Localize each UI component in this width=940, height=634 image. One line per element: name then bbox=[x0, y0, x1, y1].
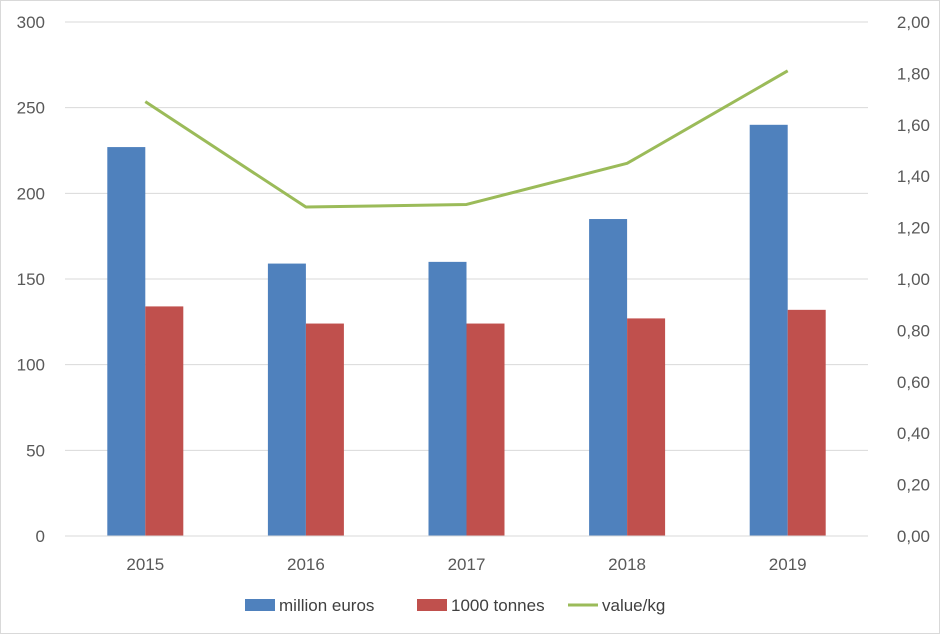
bar-1000-tonnes-2019 bbox=[787, 309, 826, 536]
bar-1000-tonnes-2017 bbox=[466, 323, 505, 536]
legend-label: value/kg bbox=[602, 596, 665, 615]
y-axis-left: 0 50 100 150 200 250 300 bbox=[17, 13, 45, 546]
x-axis: 2015 2016 2017 2018 2019 bbox=[126, 555, 806, 574]
bar-million-euros-2019 bbox=[749, 124, 788, 537]
bar-million-euros-2018 bbox=[589, 219, 628, 537]
y-right-tick-label: 0,00 bbox=[897, 527, 930, 546]
bar-1000-tonnes-2016 bbox=[305, 323, 344, 536]
y-right-tick-label: 1,40 bbox=[897, 167, 930, 186]
bars bbox=[107, 124, 826, 537]
y-left-tick-label: 0 bbox=[36, 527, 45, 546]
x-tick-label: 2018 bbox=[608, 555, 646, 574]
legend-swatch bbox=[245, 599, 275, 611]
y-left-tick-label: 200 bbox=[17, 184, 45, 203]
y-left-tick-label: 150 bbox=[17, 270, 45, 289]
line-series bbox=[144, 69, 789, 209]
y-right-tick-label: 1,00 bbox=[897, 270, 930, 289]
y-right-tick-label: 0,80 bbox=[897, 321, 930, 340]
legend: million euros 1000 tonnes value/kg bbox=[245, 596, 665, 615]
line-value-kg bbox=[144, 69, 789, 209]
x-tick-label: 2015 bbox=[126, 555, 164, 574]
bar-1000-tonnes-2018 bbox=[627, 318, 666, 536]
legend-label: million euros bbox=[279, 596, 374, 615]
x-tick-label: 2017 bbox=[448, 555, 486, 574]
bar-1000-tonnes-2015 bbox=[145, 306, 184, 536]
y-left-tick-label: 300 bbox=[17, 13, 45, 32]
legend-swatch bbox=[417, 599, 447, 611]
y-right-tick-label: 1,20 bbox=[897, 219, 930, 238]
y-left-tick-label: 250 bbox=[17, 99, 45, 118]
y-right-tick-label: 0,20 bbox=[897, 476, 930, 495]
gridlines bbox=[65, 21, 868, 451]
x-tick-label: 2019 bbox=[769, 555, 807, 574]
y-left-tick-label: 100 bbox=[17, 356, 45, 375]
y-right-tick-label: 0,40 bbox=[897, 424, 930, 443]
bar-million-euros-2017 bbox=[428, 261, 467, 536]
y-left-tick-label: 50 bbox=[26, 441, 45, 460]
legend-label: 1000 tonnes bbox=[451, 596, 545, 615]
bar-million-euros-2016 bbox=[267, 263, 306, 536]
y-right-tick-label: 2,00 bbox=[897, 13, 930, 32]
y-right-tick-label: 0,60 bbox=[897, 373, 930, 392]
x-tick-label: 2016 bbox=[287, 555, 325, 574]
y-right-tick-label: 1,60 bbox=[897, 116, 930, 135]
y-axis-right: 0,00 0,20 0,40 0,60 0,80 1,00 1,20 1,40 1,60 1,80… bbox=[897, 13, 930, 546]
bar-million-euros-2015 bbox=[107, 147, 146, 536]
y-right-tick-label: 1,80 bbox=[897, 64, 930, 83]
